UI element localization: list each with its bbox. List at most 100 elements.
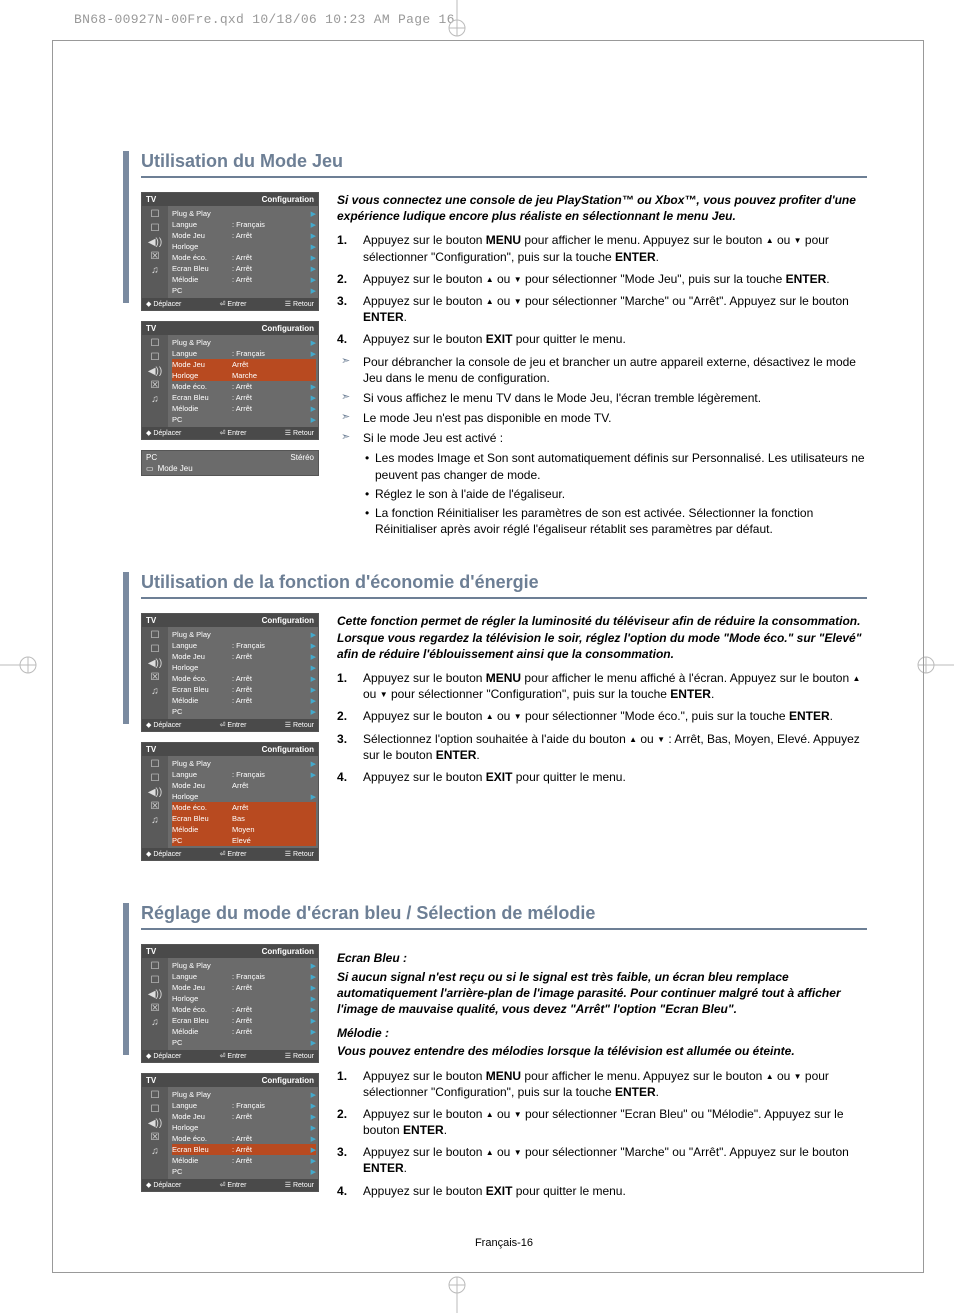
osd-row-value: Moyen	[232, 825, 316, 834]
osd-side-icon: ◀))	[148, 990, 162, 1000]
osd-header-left: TV	[146, 1076, 156, 1085]
osd-arrow-icon: ▶	[309, 210, 316, 218]
steps-list: Appuyez sur le bouton MENU pour afficher…	[337, 670, 867, 785]
osd-row: Mode éco. : Arrêt ▶	[172, 1004, 316, 1015]
osd-row: Langue : Français ▶	[172, 971, 316, 982]
osd-side-icon: ☐	[151, 645, 160, 655]
osd-header: TV Configuration	[142, 322, 318, 335]
osd-row-value: : Arrêt	[232, 1016, 309, 1025]
osd-arrow-icon: ▶	[309, 962, 316, 970]
osd-arrow-icon: ▶	[309, 265, 316, 273]
osd-row: PC ▶	[172, 1037, 316, 1048]
step-item: Appuyez sur le bouton ▲ ou ▼ pour sélect…	[337, 1106, 867, 1138]
section-figures: TV Configuration ☐☐◀))☒♫ Plug & Play ▶ L…	[141, 613, 319, 871]
osd-arrow-icon: ▶	[309, 416, 316, 424]
osd-menu: TV Configuration ☐☐◀))☒♫ Plug & Play ▶ L…	[141, 1073, 319, 1192]
osd-arrow-icon: ▶	[309, 771, 316, 779]
osd-icon-col: ☐☐◀))☒♫	[142, 206, 168, 298]
osd-row-value: : Arrêt	[232, 1005, 309, 1014]
osd-row: Mélodie Moyen	[172, 824, 316, 835]
note-item: Le mode Jeu n'est pas disponible en mode…	[337, 410, 867, 426]
osd-side-icon: ☒	[151, 802, 160, 812]
osd-icon-col: ☐☐◀))☒♫	[142, 756, 168, 848]
osd-row-label: Mode Jeu	[172, 1112, 232, 1121]
osd-arrow-icon: ▶	[309, 1146, 316, 1154]
step-item: Appuyez sur le bouton MENU pour afficher…	[337, 1068, 867, 1100]
osd-row: PC ▶	[172, 1166, 316, 1177]
osd-row-label: Mode éco.	[172, 674, 232, 683]
osd-arrow-icon: ▶	[309, 383, 316, 391]
osd-row-value: : Français	[232, 770, 309, 779]
osd-arrow-icon: ▶	[309, 697, 316, 705]
sub-bullet-item: Les modes Image et Son sont automatiquem…	[337, 450, 867, 482]
osd-row: Plug & Play ▶	[172, 337, 316, 348]
osd-arrow-icon: ▶	[309, 631, 316, 639]
osd-arrow-icon: ▶	[309, 1135, 316, 1143]
osd-row-value: Elevé	[232, 836, 316, 845]
osd-row-label: Mélodie	[172, 1156, 232, 1165]
osd-row-value: : Arrêt	[232, 253, 309, 262]
osd-row: PC ▶	[172, 706, 316, 717]
osd-mini-right: Stéréo	[290, 453, 314, 462]
osd-arrow-icon: ▶	[309, 243, 316, 251]
osd-row-label: Ecran Bleu	[172, 264, 232, 273]
osd-header-left: TV	[146, 745, 156, 754]
osd-list: Plug & Play ▶ Langue : Français ▶ Mode J…	[168, 756, 318, 848]
osd-row: Langue : Français ▶	[172, 1100, 316, 1111]
osd-row: Horloge ▶	[172, 241, 316, 252]
osd-side-icon: ☒	[151, 381, 160, 391]
osd-row: Ecran Bleu Bas	[172, 813, 316, 824]
osd-row-label: PC	[172, 707, 232, 716]
osd-row-label: Mode Jeu	[172, 360, 232, 369]
osd-side-icon: ♫	[151, 1018, 159, 1028]
print-header: BN68-00927N-00Fre.qxd 10/18/06 10:23 AM …	[74, 12, 455, 27]
sub-heading: Mélodie :	[337, 1025, 867, 1041]
osd-arrow-icon: ▶	[309, 995, 316, 1003]
osd-arrow-icon: ▶	[309, 339, 316, 347]
osd-footer-move: ◆ Déplacer	[146, 1181, 181, 1189]
osd-footer-enter: ⏎ Entrer	[220, 1181, 247, 1189]
osd-row: Horloge Marche	[172, 370, 316, 381]
note-item: Si vous affichez le menu TV dans le Mode…	[337, 390, 867, 406]
osd-row: Mode Jeu : Arrêt ▶	[172, 1111, 316, 1122]
osd-footer-return: ☰ Retour	[285, 850, 314, 858]
osd-header-left: TV	[146, 616, 156, 625]
osd-row-label: Plug & Play	[172, 209, 232, 218]
section-intro: Si vous connectez une console de jeu Pla…	[337, 192, 867, 224]
section-body: Si vous connectez une console de jeu Pla…	[337, 192, 867, 540]
osd-footer: ◆ Déplacer ⏎ Entrer ☰ Retour	[142, 719, 318, 731]
osd-menu: TV Configuration ☐☐◀))☒♫ Plug & Play ▶ L…	[141, 192, 319, 311]
osd-row: Mélodie : Arrêt ▶	[172, 1155, 316, 1166]
osd-header-right: Configuration	[262, 745, 314, 754]
osd-row: Mode Jeu Arrêt	[172, 359, 316, 370]
section-accent-bar	[123, 903, 129, 1055]
osd-footer: ◆ Déplacer ⏎ Entrer ☰ Retour	[142, 1050, 318, 1062]
osd-side-icon: ☐	[151, 760, 160, 770]
osd-row: Mélodie : Arrêt ▶	[172, 274, 316, 285]
osd-row: Plug & Play ▶	[172, 629, 316, 640]
step-item: Appuyez sur le bouton ▲ ou ▼ pour sélect…	[337, 708, 867, 724]
osd-icon-col: ☐☐◀))☒♫	[142, 958, 168, 1050]
osd-side-icon: ◀))	[148, 788, 162, 798]
section: Utilisation de la fonction d'économie d'…	[141, 572, 867, 871]
step-item: Sélectionnez l'option souhaitée à l'aide…	[337, 731, 867, 763]
osd-row-label: Horloge	[172, 371, 232, 380]
osd-header-right: Configuration	[262, 1076, 314, 1085]
osd-row: Mode éco. : Arrêt ▶	[172, 252, 316, 263]
osd-header: TV Configuration	[142, 1074, 318, 1087]
osd-arrow-icon: ▶	[309, 405, 316, 413]
osd-side-icon: ♫	[151, 395, 159, 405]
osd-footer-move: ◆ Déplacer	[146, 850, 181, 858]
osd-row: Plug & Play ▶	[172, 960, 316, 971]
osd-menu: TV Configuration ☐☐◀))☒♫ Plug & Play ▶ L…	[141, 944, 319, 1063]
osd-footer-enter: ⏎ Entrer	[220, 850, 247, 858]
osd-row-value: : Français	[232, 1101, 309, 1110]
osd-row-label: Horloge	[172, 663, 232, 672]
osd-menu: TV Configuration ☐☐◀))☒♫ Plug & Play ▶ L…	[141, 742, 319, 861]
osd-row-label: Mode éco.	[172, 803, 232, 812]
osd-side-icon: ☐	[151, 774, 160, 784]
step-item: Appuyez sur le bouton MENU pour afficher…	[337, 232, 867, 264]
osd-arrow-icon: ▶	[309, 1091, 316, 1099]
osd-arrow-icon: ▶	[309, 1102, 316, 1110]
osd-header-left: TV	[146, 324, 156, 333]
